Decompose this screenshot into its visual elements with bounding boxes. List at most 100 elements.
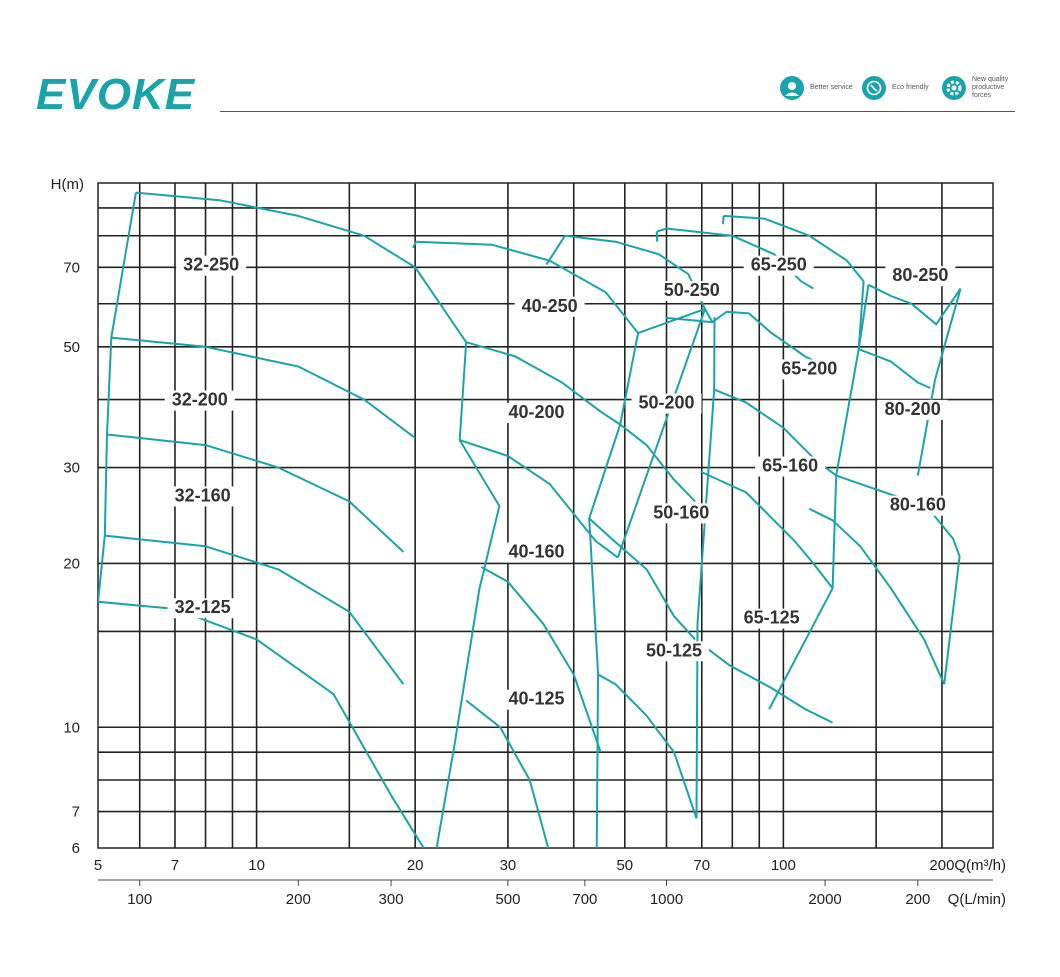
header-divider — [220, 111, 1015, 112]
x-tick-label: 30 — [500, 857, 517, 874]
series-label: 32-125 — [175, 597, 231, 617]
gear-icon — [942, 76, 966, 100]
badge-text: New quality productive forces — [972, 76, 1009, 99]
x2-tick-label: 200 — [905, 891, 930, 908]
y-tick-label: 50 — [63, 339, 80, 356]
performance-curve — [665, 310, 749, 324]
performance-curve — [106, 433, 405, 553]
y-axis-label: H(m) — [51, 176, 84, 193]
series-label-bg — [882, 495, 953, 516]
series-label-bg — [656, 280, 727, 301]
y-tick-label: 10 — [63, 719, 80, 736]
x-tick-label: 7 — [171, 857, 179, 874]
series-label: 65-125 — [744, 608, 800, 628]
performance-curve — [98, 600, 425, 848]
series-label: 50-200 — [638, 393, 694, 413]
performance-curve — [435, 342, 501, 848]
performance-curve — [98, 192, 137, 602]
x2-tick-label: 300 — [379, 891, 404, 908]
series-label-bg — [164, 390, 235, 411]
performance-curve — [858, 348, 931, 389]
series-label: 32-160 — [175, 485, 231, 505]
performance-curve — [700, 470, 834, 589]
y-tick-label: 6 — [72, 840, 80, 857]
x2-axis-label: Q(L/min) — [948, 891, 1006, 908]
series-label-bg — [501, 403, 572, 424]
x2-tick-label: 500 — [495, 891, 520, 908]
series-label-bg — [176, 255, 247, 276]
series-label: 80-160 — [890, 495, 946, 515]
badge-text: Better service — [810, 84, 853, 91]
performance-curve — [465, 341, 621, 426]
performance-curve — [412, 241, 418, 249]
x-tick-label: 50 — [616, 857, 633, 874]
performance-curve — [104, 534, 405, 685]
series-label: 40-160 — [509, 542, 565, 562]
series-label: 65-200 — [781, 358, 837, 378]
series-label: 80-200 — [885, 399, 941, 419]
series-label-bg — [631, 393, 702, 414]
series-label-bg — [514, 296, 585, 317]
y-tick-label: 7 — [72, 804, 80, 821]
x-tick-label: 200 — [929, 857, 954, 874]
series-label-bg — [639, 641, 710, 662]
x-tick-label: 5 — [94, 857, 102, 874]
performance-curve — [588, 332, 640, 848]
performance-curve — [111, 336, 416, 439]
performance-curve — [459, 439, 619, 559]
series-label: 40-250 — [522, 296, 578, 316]
x-tick-label: 20 — [407, 857, 424, 874]
series-label: 32-200 — [172, 390, 228, 410]
performance-curve — [465, 699, 550, 848]
badge-new-quality: New quality productive forces — [942, 76, 1022, 100]
performance-curve — [943, 556, 961, 685]
x2-tick-label: 2000 — [808, 891, 841, 908]
y-tick-label: 30 — [63, 460, 80, 477]
performance-curve — [619, 423, 696, 503]
performance-curve — [701, 643, 834, 724]
series-label: 65-160 — [762, 456, 818, 476]
badge-eco-friendly: Eco friendly — [862, 76, 929, 100]
performance-curve — [480, 566, 602, 753]
y-tick-label: 70 — [63, 259, 80, 276]
x-tick-label: 100 — [771, 857, 796, 874]
performance-curve — [695, 317, 716, 819]
series-label: 32-250 — [183, 255, 239, 275]
x-axis-label: Q(m³/h) — [954, 857, 1006, 874]
x2-tick-label: 200 — [286, 891, 311, 908]
globe-leaf-icon — [862, 76, 886, 100]
series-label-bg — [167, 486, 238, 507]
series-label-bg — [885, 266, 956, 287]
series-label: 50-125 — [646, 640, 702, 660]
series-label-bg — [501, 542, 572, 563]
series-label: 65-250 — [751, 255, 807, 275]
x-tick-label: 10 — [248, 857, 265, 874]
series-label-bg — [167, 598, 238, 619]
series-label-bg — [755, 456, 826, 477]
x2-tick-label: 700 — [572, 891, 597, 908]
x2-tick-label: 1000 — [650, 891, 683, 908]
series-label-bg — [501, 689, 572, 710]
performance-curve — [597, 673, 698, 819]
performance-curve — [808, 507, 946, 685]
x-tick-label: 70 — [693, 857, 710, 874]
series-label-bg — [774, 359, 845, 380]
page-header: EVOKE Better service Eco friendly New qu… — [0, 0, 1060, 140]
performance-curve — [722, 215, 725, 225]
x2-tick-label: 100 — [127, 891, 152, 908]
series-label-bg — [743, 255, 814, 276]
performance-curve — [656, 227, 814, 290]
series-label: 40-200 — [509, 402, 565, 422]
series-label: 50-250 — [664, 280, 720, 300]
y-tick-label: 20 — [63, 555, 80, 572]
series-label-bg — [736, 608, 807, 629]
performance-curve — [588, 517, 696, 641]
brand-logo: EVOKE — [36, 70, 196, 119]
series-label: 80-250 — [892, 265, 948, 285]
badge-text: Eco friendly — [892, 84, 929, 91]
series-label-bg — [646, 503, 717, 524]
performance-curve — [135, 191, 468, 343]
performance-curve — [723, 214, 865, 350]
performance-curve — [916, 288, 962, 476]
